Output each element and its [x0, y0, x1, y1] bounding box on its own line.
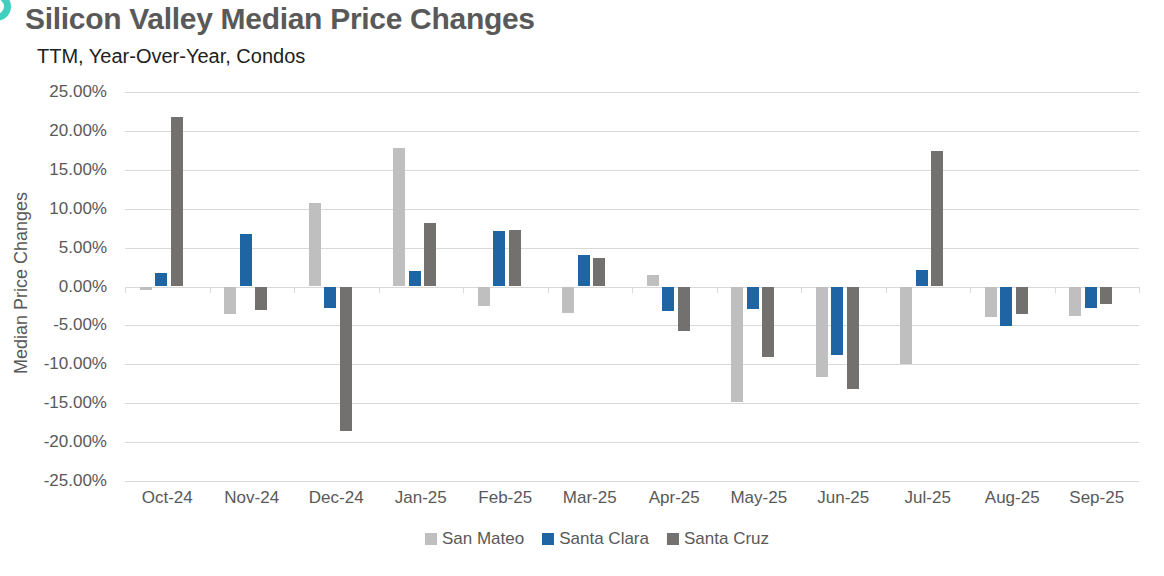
x-axis-tick-mark: [125, 287, 126, 293]
x-axis-tick-mark: [1055, 287, 1056, 293]
y-tick-label: 10.00%: [27, 199, 107, 219]
bar-san-mateo-jan-25: [393, 148, 405, 286]
bar-santa-cruz-may-25: [762, 287, 774, 357]
bar-santa-cruz-jan-25: [424, 223, 436, 287]
chart-page: Silicon Valley Median Price Changes TTM,…: [0, 0, 1164, 576]
gridline: [125, 481, 1139, 482]
x-tick-label: Feb-25: [463, 488, 548, 508]
y-tick-label: -10.00%: [27, 354, 107, 374]
legend-label: Santa Cruz: [684, 529, 769, 549]
bar-san-mateo-jun-25: [816, 287, 828, 377]
bar-santa-cruz-nov-24: [255, 287, 267, 310]
bar-santa-cruz-feb-25: [509, 230, 521, 287]
gridline: [125, 364, 1139, 365]
gridline: [125, 170, 1139, 171]
x-axis-tick-mark: [1139, 287, 1140, 293]
brand-corner-dot: [0, 0, 11, 21]
y-tick-label: -5.00%: [27, 315, 107, 335]
legend-label: San Mateo: [442, 529, 524, 549]
y-tick-label: 5.00%: [27, 238, 107, 258]
bar-san-mateo-aug-25: [985, 287, 997, 317]
x-axis-tick-mark: [886, 287, 887, 293]
x-axis-tick-mark: [632, 287, 633, 293]
legend-label: Santa Clara: [559, 529, 649, 549]
legend-item-santa-clara: Santa Clara: [542, 529, 649, 549]
y-tick-label: 15.00%: [27, 160, 107, 180]
y-tick-label: 20.00%: [27, 121, 107, 141]
chart-title: Silicon Valley Median Price Changes: [25, 2, 535, 36]
x-axis-tick-mark: [210, 287, 211, 293]
gridline: [125, 209, 1139, 210]
legend-swatch: [425, 533, 437, 545]
bar-santa-clara-jun-25: [831, 287, 843, 355]
bar-san-mateo-nov-24: [224, 287, 236, 314]
x-axis-tick-mark: [548, 287, 549, 293]
legend-swatch: [667, 533, 679, 545]
bar-santa-cruz-aug-25: [1016, 287, 1028, 314]
bar-santa-cruz-dec-24: [340, 287, 352, 432]
gridline: [125, 131, 1139, 132]
bar-santa-clara-jan-25: [409, 271, 421, 287]
y-tick-label: -20.00%: [27, 432, 107, 452]
x-tick-label: Aug-25: [970, 488, 1055, 508]
bar-santa-cruz-jun-25: [847, 287, 859, 390]
legend: San Mateo Santa Clara Santa Cruz: [425, 529, 769, 549]
gridline: [125, 92, 1139, 93]
x-axis-tick-mark: [463, 287, 464, 293]
bar-santa-clara-oct-24: [155, 273, 167, 286]
gridline: [125, 403, 1139, 404]
chart-subtitle: TTM, Year-Over-Year, Condos: [37, 45, 305, 68]
gridline: [125, 248, 1139, 249]
gridline: [125, 442, 1139, 443]
y-tick-label: 25.00%: [27, 82, 107, 102]
x-axis-tick-mark: [717, 287, 718, 293]
plot-area: [125, 92, 1139, 481]
bar-santa-cruz-jul-25: [931, 151, 943, 286]
bar-santa-cruz-mar-25: [593, 258, 605, 287]
x-tick-label: Jul-25: [886, 488, 971, 508]
gridline: [125, 325, 1139, 326]
bar-santa-clara-may-25: [747, 287, 759, 310]
x-tick-label: Jan-25: [379, 488, 464, 508]
x-axis-tick-mark: [294, 287, 295, 293]
bar-san-mateo-apr-25: [647, 275, 659, 287]
bar-santa-clara-nov-24: [240, 234, 252, 287]
bar-san-mateo-feb-25: [478, 287, 490, 306]
x-tick-label: Jun-25: [801, 488, 886, 508]
bar-santa-clara-dec-24: [324, 287, 336, 308]
x-tick-label: Oct-24: [125, 488, 210, 508]
x-tick-label: Sep-25: [1055, 488, 1140, 508]
y-tick-label: 0.00%: [27, 277, 107, 297]
bar-santa-clara-feb-25: [493, 231, 505, 286]
bar-santa-cruz-sep-25: [1100, 287, 1112, 305]
x-tick-label: May-25: [717, 488, 802, 508]
x-tick-label: Dec-24: [294, 488, 379, 508]
x-tick-label: Mar-25: [548, 488, 633, 508]
x-tick-label: Apr-25: [632, 488, 717, 508]
bar-santa-clara-apr-25: [662, 287, 674, 312]
bar-santa-clara-sep-25: [1085, 287, 1097, 309]
y-tick-label: -15.00%: [27, 393, 107, 413]
bar-santa-cruz-apr-25: [678, 287, 690, 331]
y-tick-label: -25.00%: [27, 471, 107, 491]
bar-santa-cruz-oct-24: [171, 117, 183, 287]
bar-san-mateo-dec-24: [309, 203, 321, 286]
bar-san-mateo-oct-24: [140, 287, 152, 290]
bar-santa-clara-aug-25: [1000, 287, 1012, 327]
x-axis-tick-mark: [970, 287, 971, 293]
bar-san-mateo-may-25: [731, 287, 743, 403]
legend-item-santa-cruz: Santa Cruz: [667, 529, 769, 549]
legend-swatch: [542, 533, 554, 545]
bar-san-mateo-jul-25: [900, 287, 912, 365]
x-tick-label: Nov-24: [210, 488, 295, 508]
legend-item-san-mateo: San Mateo: [425, 529, 524, 549]
bar-san-mateo-mar-25: [562, 287, 574, 313]
bar-san-mateo-sep-25: [1069, 287, 1081, 317]
x-axis-tick-mark: [379, 287, 380, 293]
bar-santa-clara-mar-25: [578, 255, 590, 286]
x-axis-tick-mark: [801, 287, 802, 293]
bar-santa-clara-jul-25: [916, 270, 928, 286]
